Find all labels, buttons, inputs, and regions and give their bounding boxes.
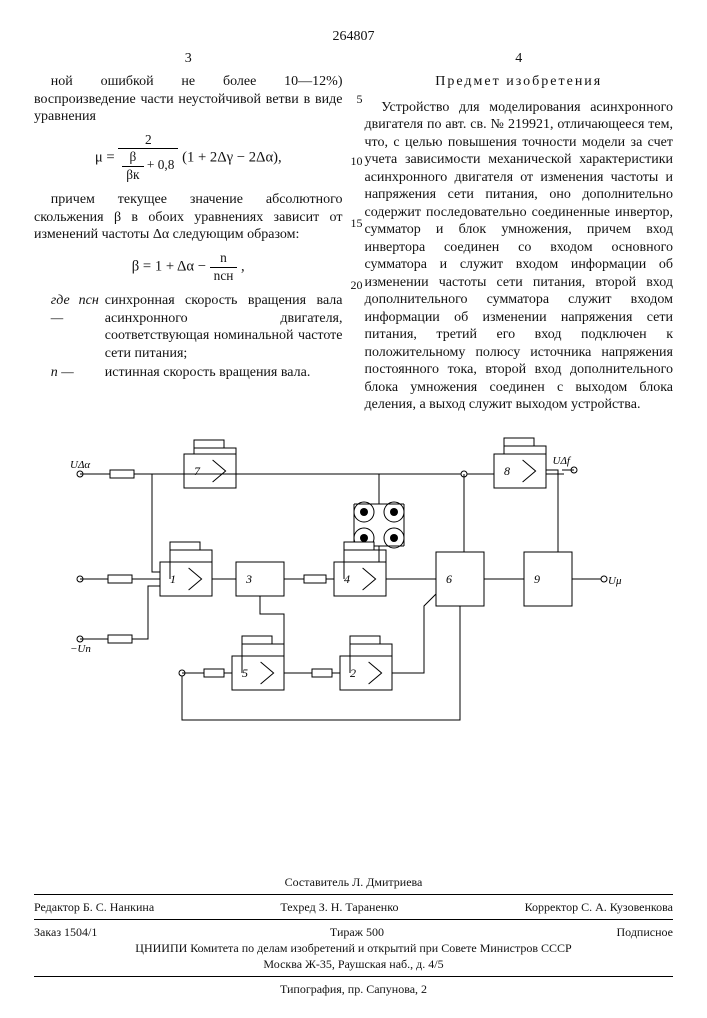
svg-text:8: 8 xyxy=(504,464,510,478)
line-number: 15 xyxy=(351,216,363,231)
footer-corrector: Корректор С. А. Кузовенкова xyxy=(525,899,673,915)
footer-roles: Редактор Б. С. Нанкина Техред З. Н. Тара… xyxy=(34,899,673,915)
footer-rule xyxy=(34,976,673,977)
eq2-den: nсн xyxy=(210,268,238,285)
eq1-inner-frac: β βк xyxy=(122,149,143,183)
svg-text:3: 3 xyxy=(245,572,252,586)
two-column-body: 3 ной ошибкой не более 10—12%) воспроизв… xyxy=(34,50,673,420)
equation-mu: μ = 2 β βк + 0,8 (1 + 2Δγ − 2Δα), xyxy=(34,132,343,184)
left-col-number: 3 xyxy=(34,50,343,68)
left-para-1: ной ошибкой не более 10—12%) воспроизвед… xyxy=(34,73,343,126)
footer-order: Заказ 1504/1 xyxy=(34,924,97,940)
eq1-factor: (1 + 2Δγ − 2Δα), xyxy=(182,149,282,165)
def-row: где nсн — синхронная скорость вращения в… xyxy=(51,292,343,362)
svg-text:UΔf: UΔf xyxy=(552,455,571,467)
line-number: 10 xyxy=(351,154,363,169)
footer-podpis: Подписное xyxy=(617,924,674,940)
eq1-den-plus: + 0,8 xyxy=(147,157,175,172)
subject-heading: Предмет изобретения xyxy=(365,73,674,91)
eq1-den: β βк + 0,8 xyxy=(118,149,178,183)
eq1-lhs: μ = xyxy=(95,149,115,165)
footer-org1: ЦНИИПИ Комитета по делам изобретений и о… xyxy=(34,940,673,956)
equation-beta: β = 1 + Δα − n nсн , xyxy=(34,250,343,284)
eq2-tail: , xyxy=(241,258,245,274)
svg-text:7: 7 xyxy=(194,464,201,478)
footer-org2: Москва Ж-35, Раушская наб., д. 4/5 xyxy=(34,956,673,972)
footer-typography: Типография, пр. Сапунова, 2 xyxy=(34,981,673,997)
def1-text: синхронная скорость вращения вала асинхр… xyxy=(105,292,343,362)
def-where: где xyxy=(51,293,79,308)
eq1-main-frac: 2 β βк + 0,8 xyxy=(118,132,178,184)
svg-text:1: 1 xyxy=(170,572,176,586)
eq2-frac: n nсн xyxy=(210,250,238,284)
svg-text:Uμ: Uμ xyxy=(608,575,622,587)
svg-text:6: 6 xyxy=(446,572,452,586)
footer-compiler: Составитель Л. Дмитриева xyxy=(34,874,673,890)
diagram-svg: UΔα UΔf −Uп Uμ 7 8 1 3 4 6 9 5 2 xyxy=(64,434,644,734)
line-number: 5 xyxy=(351,92,363,107)
patent-number: 264807 xyxy=(34,28,673,46)
svg-text:9: 9 xyxy=(534,572,540,586)
footer-rule xyxy=(34,919,673,920)
svg-text:UΔα: UΔα xyxy=(70,459,90,471)
left-column: 3 ной ошибкой не более 10—12%) воспроизв… xyxy=(34,50,343,420)
right-col-number: 4 xyxy=(365,50,674,68)
footer-block: Составитель Л. Дмитриева Редактор Б. С. … xyxy=(34,874,673,998)
footer-techred: Техред З. Н. Тараненко xyxy=(280,899,398,915)
def2-text: истинная скорость вращения вала. xyxy=(105,364,311,382)
circuit-diagram: UΔα UΔf −Uп Uμ 7 8 1 3 4 6 9 5 2 xyxy=(64,434,644,734)
line-number: 20 xyxy=(351,278,363,293)
footer-editor: Редактор Б. С. Нанкина xyxy=(34,899,154,915)
footer-rule xyxy=(34,894,673,895)
footer-tirazh: Тираж 500 xyxy=(330,924,384,940)
eq1-inner-num: β xyxy=(122,149,143,167)
svg-text:4: 4 xyxy=(344,572,350,586)
eq1-num: 2 xyxy=(118,132,178,150)
left-para-2: причем текущее значение абсолютного скол… xyxy=(34,191,343,244)
claim-body: Устройство для моделирования асинхронног… xyxy=(365,99,674,414)
def-row: n — истинная скорость вращения вала. xyxy=(51,364,343,382)
footer-print-info: Заказ 1504/1 Тираж 500 Подписное xyxy=(34,924,673,940)
definitions: где nсн — синхронная скорость вращения в… xyxy=(51,292,343,382)
eq2-num: n xyxy=(210,250,238,268)
svg-text:5: 5 xyxy=(242,666,248,680)
right-column: 4 Предмет изобретения 5 10 15 20 Устройс… xyxy=(365,50,674,420)
def2-symbol: n — xyxy=(51,364,99,382)
svg-text:2: 2 xyxy=(350,666,356,680)
svg-text:−Uп: −Uп xyxy=(70,643,91,655)
eq1-inner-den: βк xyxy=(122,167,143,184)
eq2-body: β = 1 + Δα − xyxy=(132,258,210,274)
